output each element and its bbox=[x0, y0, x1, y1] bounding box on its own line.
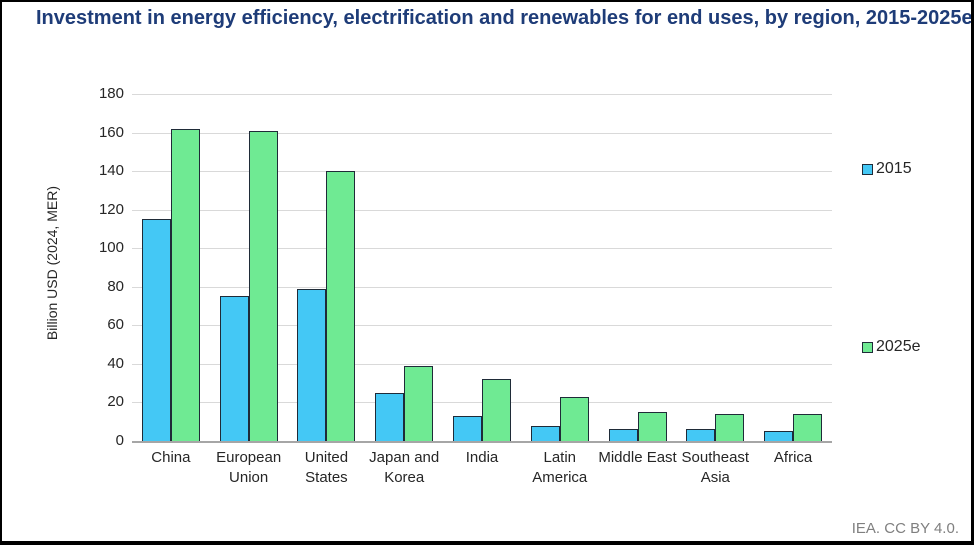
category-label: Africa bbox=[773, 449, 813, 466]
bar-2025e bbox=[482, 379, 511, 441]
bar-2025e bbox=[715, 414, 745, 441]
legend-item-2015: 2015 bbox=[862, 160, 912, 178]
legend-label-2025e: 2025e bbox=[876, 338, 921, 355]
gridline bbox=[132, 171, 832, 173]
y-tick-label: 0 bbox=[115, 432, 124, 449]
y-tick-label: 20 bbox=[107, 393, 124, 411]
category-label: European Union bbox=[216, 449, 282, 486]
bar-2015 bbox=[686, 429, 716, 441]
category-label: India bbox=[465, 449, 499, 466]
bar-2025e bbox=[326, 171, 356, 441]
category-label: Japan and Korea bbox=[369, 449, 440, 486]
gridline bbox=[132, 209, 832, 211]
category-label: Latin America bbox=[532, 449, 588, 486]
bar-2025e bbox=[559, 396, 589, 441]
y-tick-label: 100 bbox=[98, 239, 124, 257]
bar-2015 bbox=[375, 392, 405, 441]
y-tick-label: 60 bbox=[107, 316, 124, 334]
bar-2015 bbox=[141, 219, 171, 441]
gridline bbox=[132, 286, 832, 288]
bar-2015 bbox=[219, 296, 249, 441]
bar-2025e bbox=[793, 414, 823, 441]
gridline bbox=[132, 94, 832, 95]
bar-2025e bbox=[170, 128, 200, 441]
bar-2025e bbox=[248, 130, 278, 441]
category-label: United States bbox=[304, 449, 349, 486]
y-tick-label: 40 bbox=[107, 354, 124, 372]
gridline bbox=[132, 325, 832, 327]
y-axis-title: Billion USD (2024, MER) bbox=[44, 186, 60, 341]
plot-area: 0 20 40 60 80 100 120 140 160 180 China European Un… bbox=[99, 85, 832, 486]
category-label: China bbox=[151, 449, 191, 466]
bar-2015 bbox=[608, 429, 638, 441]
category-label: Southeast Asia bbox=[681, 449, 750, 486]
bar-2015 bbox=[453, 415, 482, 441]
y-tick-label: 180 bbox=[98, 85, 124, 102]
legend-label-2015: 2015 bbox=[876, 160, 912, 177]
y-tick-label: 160 bbox=[98, 123, 124, 141]
gridline bbox=[132, 363, 832, 365]
bar-2015 bbox=[297, 288, 327, 441]
bar-2025e bbox=[404, 365, 434, 441]
legend-swatch-2015 bbox=[862, 163, 873, 175]
legend-item-2025e: 2025e bbox=[862, 338, 921, 356]
gridline bbox=[132, 248, 832, 250]
bar-2015 bbox=[764, 431, 794, 441]
bar-2025e bbox=[637, 412, 667, 441]
y-tick-label: 140 bbox=[98, 162, 124, 180]
category-label: Middle East bbox=[598, 449, 677, 466]
source-credit: IEA. CC BY 4.0. bbox=[851, 520, 959, 537]
y-tick-label: 80 bbox=[107, 277, 124, 295]
gridline bbox=[132, 132, 832, 134]
legend-swatch-2025e bbox=[862, 341, 873, 353]
chart-title: Investment in energy efficiency, electri… bbox=[36, 7, 973, 29]
bar-2015 bbox=[530, 425, 560, 441]
y-tick-label: 120 bbox=[98, 200, 124, 218]
